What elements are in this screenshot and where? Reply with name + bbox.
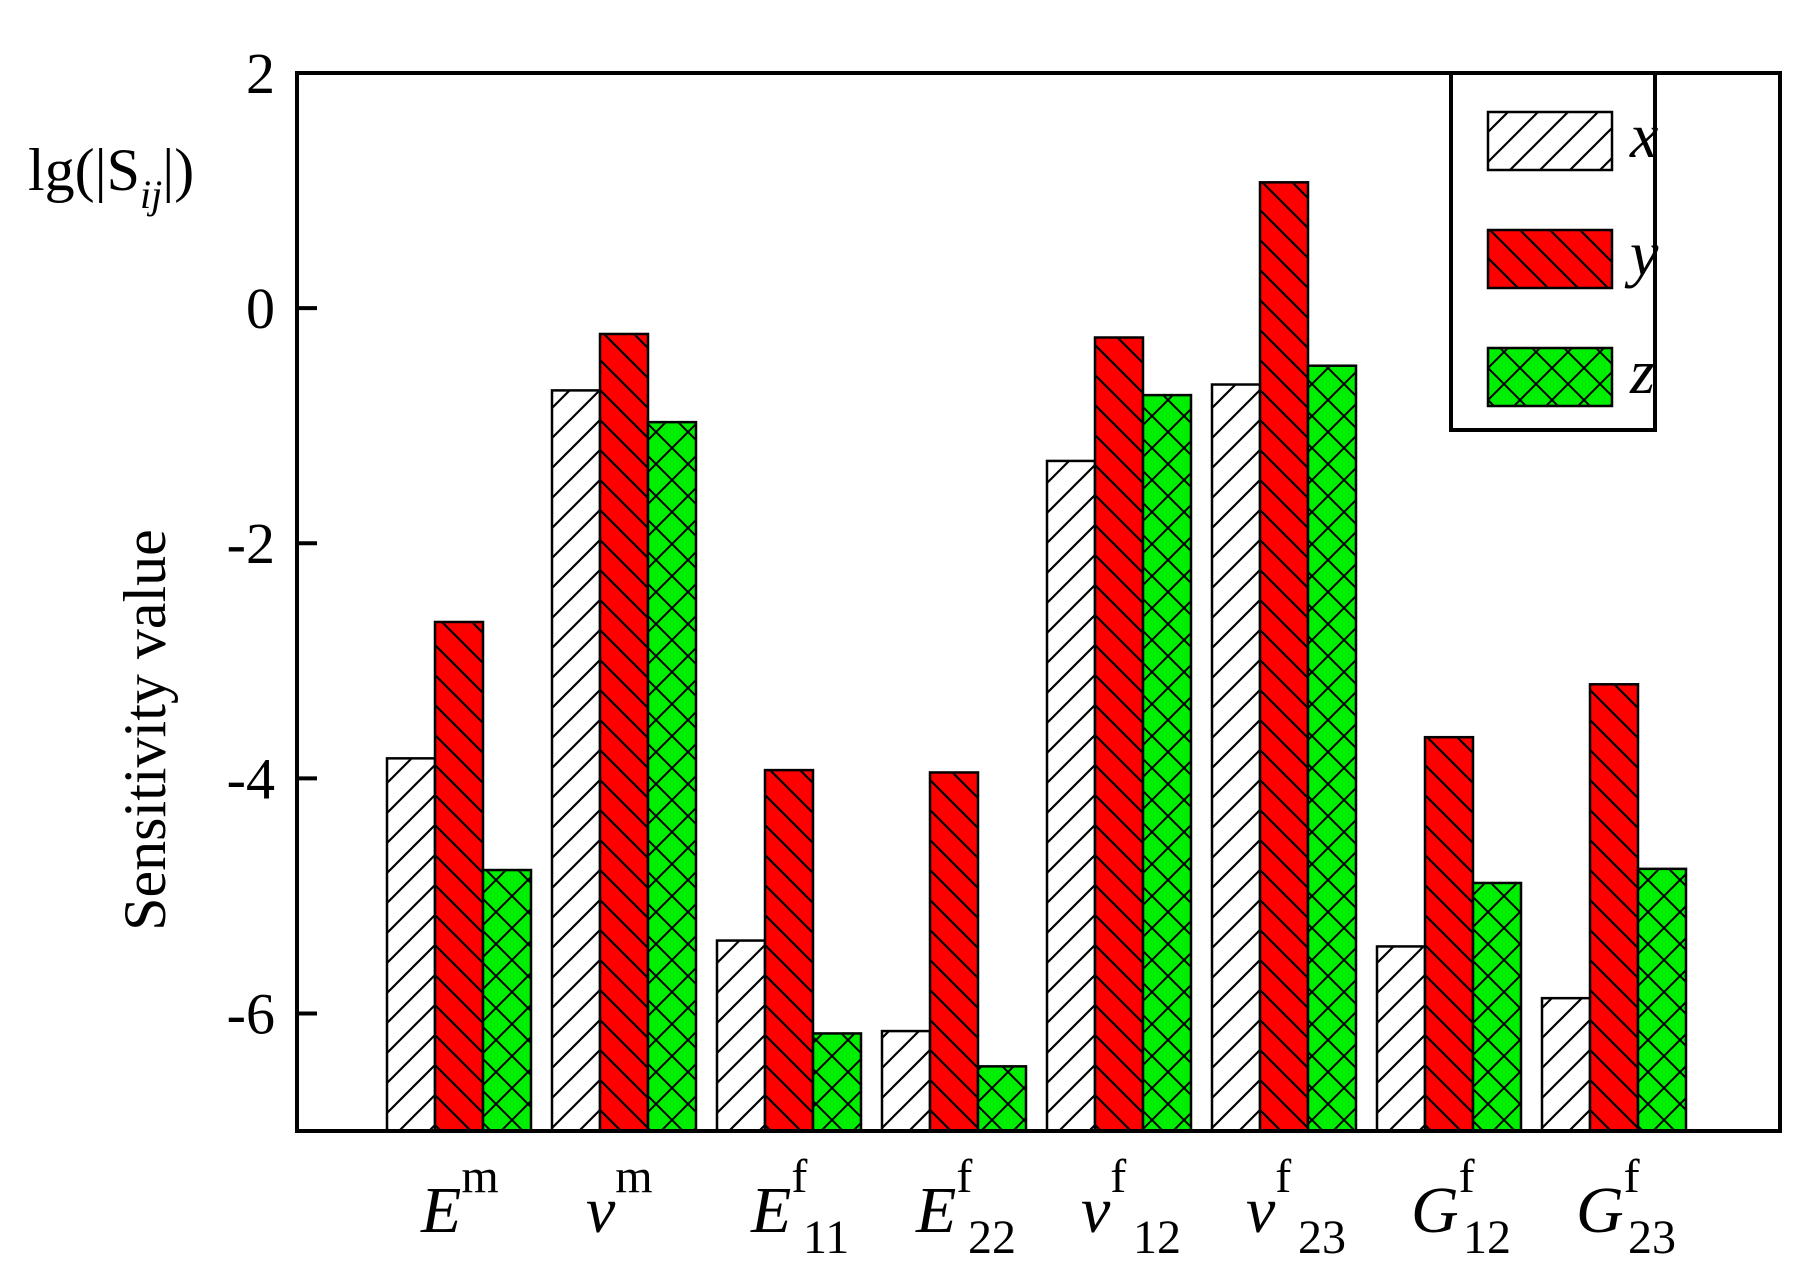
bar-x-8 <box>1540 996 1592 1133</box>
legend-swatch <box>1486 346 1614 408</box>
x-tick-label: vf <box>1081 1150 1126 1247</box>
y-unit-close: |) <box>162 137 194 203</box>
y-tick-label: 0 <box>246 276 275 341</box>
legend-item-x: x <box>1486 100 1658 172</box>
legend-item-z: z <box>1486 336 1655 408</box>
y-unit-main: lg(|S <box>28 137 140 203</box>
legend-swatch <box>1486 228 1614 290</box>
bars <box>385 181 1688 1133</box>
bar-hatch <box>1258 181 1310 1133</box>
bar-z-6 <box>1306 364 1358 1133</box>
bar-hatch <box>976 1065 1028 1133</box>
x-tick-label: Gf <box>1411 1150 1475 1247</box>
bar-hatch <box>646 420 698 1133</box>
x-tick-label: Gf <box>1576 1150 1640 1247</box>
x-tick-label: vf <box>1246 1150 1291 1247</box>
bar-hatch <box>1636 867 1688 1133</box>
bar-z-4 <box>976 1065 1028 1133</box>
bar-y-1 <box>433 620 485 1133</box>
x-tick-sub: 23 <box>1298 1211 1346 1264</box>
bar-hatch <box>880 1029 932 1133</box>
bar-y-5 <box>1093 336 1145 1133</box>
legend-label: y <box>1624 218 1659 289</box>
bar-y-6 <box>1258 181 1310 1133</box>
bar-x-4 <box>880 1029 932 1133</box>
x-tick-label: vm <box>586 1150 653 1247</box>
x-tick-sub: 11 <box>803 1211 849 1264</box>
bar-x-1 <box>385 757 437 1133</box>
bar-z-5 <box>1141 393 1193 1133</box>
bar-hatch <box>1141 393 1193 1133</box>
bar-y-8 <box>1588 683 1640 1133</box>
bar-hatch <box>715 939 767 1133</box>
bar-hatch <box>550 389 602 1133</box>
y-tick-label: -2 <box>227 511 275 576</box>
bar-x-6 <box>1210 383 1262 1133</box>
bar-z-3 <box>811 1032 863 1133</box>
y-unit-sub: ij <box>140 172 162 217</box>
bar-x-2 <box>550 389 602 1133</box>
bar-x-7 <box>1375 945 1427 1133</box>
bar-z-7 <box>1471 881 1523 1133</box>
bar-hatch <box>1588 683 1640 1133</box>
x-tick-label: Ef <box>915 1150 972 1247</box>
bar-hatch <box>1306 364 1358 1133</box>
bar-y-7 <box>1423 735 1475 1133</box>
bar-x-3 <box>715 939 767 1133</box>
y-axis: 2 0 -2 -4 -6 <box>227 41 317 1046</box>
legend: xyz <box>1449 71 1659 432</box>
y-axis-title: Sensitivity value <box>112 529 178 931</box>
legend-item-y: y <box>1486 218 1659 290</box>
bar-hatch <box>928 771 980 1133</box>
legend-swatch <box>1486 110 1614 172</box>
bar-hatch <box>1093 336 1145 1133</box>
y-tick-label: -6 <box>227 981 275 1046</box>
x-tick-label: Em <box>420 1150 499 1247</box>
y-axis-label: Sensitivity value <box>112 529 178 931</box>
x-tick-sub: 12 <box>1133 1211 1181 1264</box>
bar-hatch <box>763 768 815 1133</box>
y-unit-label: lg(|Sij|) <box>28 137 194 217</box>
bar-hatch <box>1423 735 1475 1133</box>
bar-hatch <box>598 332 650 1133</box>
bar-y-4 <box>928 771 980 1133</box>
bar-hatch <box>811 1032 863 1133</box>
x-tick-sub: 12 <box>1463 1211 1511 1264</box>
bar-hatch <box>1210 383 1262 1133</box>
bar-hatch <box>433 620 485 1133</box>
bar-z-1 <box>481 868 533 1133</box>
y-tick-label: 2 <box>246 41 275 106</box>
x-tick-sub: 23 <box>1628 1211 1676 1264</box>
bar-z-2 <box>646 420 698 1133</box>
bar-hatch <box>481 868 533 1133</box>
legend-label: z <box>1629 336 1655 407</box>
bar-y-2 <box>598 332 650 1133</box>
x-tick-label: Ef <box>750 1150 807 1247</box>
bar-hatch <box>1375 945 1427 1133</box>
x-tick-sub: 22 <box>968 1211 1016 1264</box>
bar-hatch <box>1540 996 1592 1133</box>
plot-frame <box>295 71 1782 1133</box>
bar-x-5 <box>1045 459 1097 1133</box>
bar-hatch <box>1471 881 1523 1133</box>
bar-hatch <box>1045 459 1097 1133</box>
bar-hatch <box>385 757 437 1133</box>
bar-y-3 <box>763 768 815 1133</box>
bar-z-8 <box>1636 867 1688 1133</box>
svg-text:lg(|Sij|): lg(|Sij|) <box>28 137 194 217</box>
legend-label: x <box>1629 100 1658 171</box>
y-tick-label: -4 <box>227 746 275 811</box>
